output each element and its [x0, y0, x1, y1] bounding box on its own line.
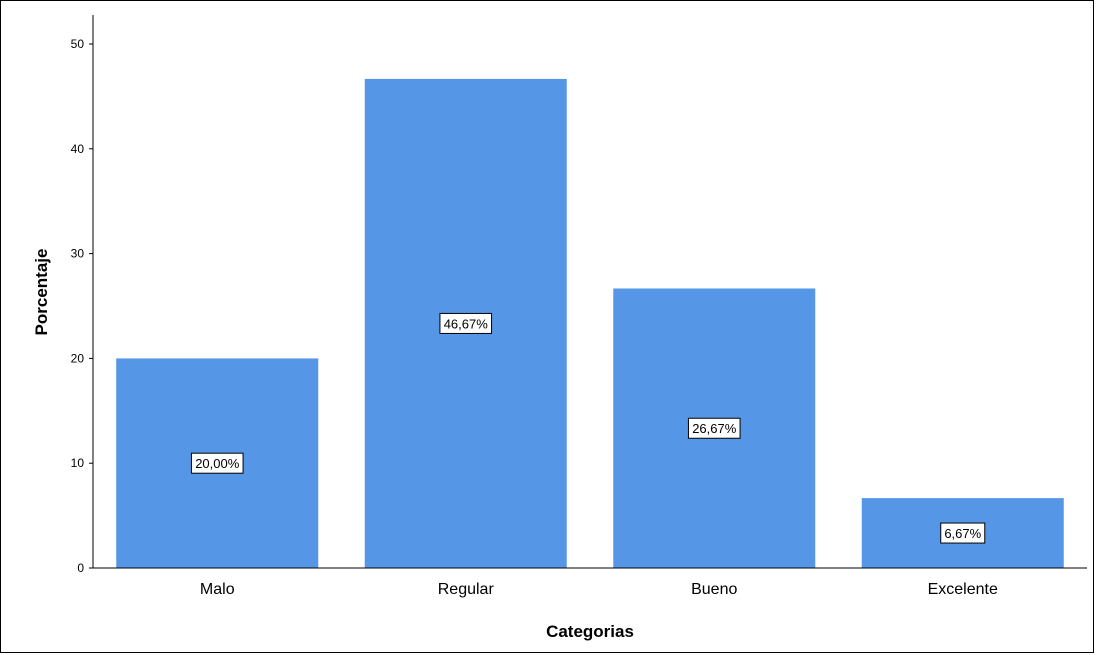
y-tick-label: 20 — [71, 351, 85, 365]
data-label: 20,00% — [195, 456, 240, 471]
y-tick-label: 0 — [77, 561, 84, 575]
y-tick-label: 10 — [71, 456, 85, 470]
x-tick-label: Malo — [200, 581, 235, 598]
x-tick-label: Regular — [438, 581, 495, 598]
y-axis-title: Porcentaje — [32, 249, 51, 336]
x-tick-label: Excelente — [928, 581, 998, 598]
y-tick-label: 40 — [71, 142, 85, 156]
x-tick-label: Bueno — [691, 581, 737, 598]
data-labels: 20,00% 46,67% 26,67% 6,67% — [190, 312, 986, 544]
x-axis: Malo Regular Bueno Excelente — [93, 567, 1087, 598]
y-tick-label: 50 — [71, 37, 85, 51]
y-tick-label: 30 — [71, 247, 85, 261]
data-label-box — [439, 312, 493, 334]
data-label-box — [687, 417, 741, 439]
data-label-box — [940, 522, 986, 544]
data-label-box — [190, 452, 244, 474]
data-label: 26,67% — [692, 421, 737, 436]
bars — [116, 78, 1064, 568]
data-label: 6,67% — [944, 526, 981, 541]
x-axis-title: Categorias — [546, 622, 634, 641]
y-axis: 0 10 20 30 40 50 — [71, 15, 94, 575]
data-label: 46,67% — [444, 316, 489, 331]
